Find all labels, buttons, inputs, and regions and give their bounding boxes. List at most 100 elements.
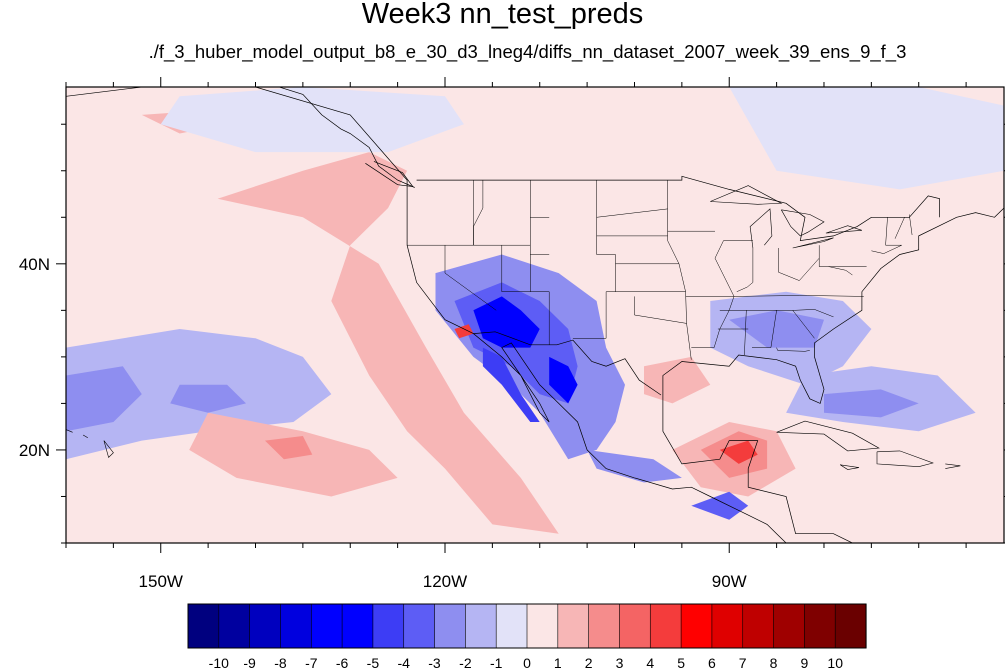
island-outline [839,464,860,470]
island-outline [66,429,73,433]
colorbar-label: 4 [646,655,654,671]
colorbar-swatch [218,603,251,649]
field-region-atlantic-blue-dark [824,389,919,418]
colorbar-swatch [804,603,836,649]
coastline-layer [66,87,1004,543]
colorbar-label: 10 [827,655,843,671]
state-border [775,309,834,318]
colorbar-swatch [526,603,559,649]
field-region-south-mexico-blue [587,449,682,483]
island-outline [945,463,961,469]
field-region-baja-blue [482,347,540,422]
field-layer [66,87,1004,534]
great-lake-outline [825,225,862,234]
island-outline [82,434,88,439]
state-border [473,180,484,246]
colorbar-swatch [773,603,805,649]
field-region-canada-east-blue [729,87,1004,190]
colorbar-label: -2 [459,655,472,671]
state-border [818,245,867,267]
state-border [596,208,668,218]
y-tick-label: 40N [19,255,50,274]
colorbar-swatch [711,603,744,649]
x-tick-label: 90W [712,572,747,591]
colorbar-label: 7 [739,655,747,671]
state-border [634,296,687,324]
colorbar-swatch [742,603,775,649]
field-region-california-red-spot [454,324,474,339]
island-outline [776,420,880,452]
colorbar-label: -8 [274,655,287,671]
plot-area [66,87,1004,543]
colorbar-label: 2 [585,655,593,671]
colorbar-swatch [834,603,867,649]
field-region-pacific-south-red-dark [265,436,313,460]
colorbar-swatch [495,603,528,649]
coastline-alaska-bc [189,87,415,188]
state-border [744,310,747,356]
colorbar-swatch [588,603,621,649]
coastline-north-america [66,87,1004,543]
colorbar-label: 1 [554,655,562,671]
field-region-texas-gulf-red [644,356,711,404]
colorbar-swatch [280,603,312,649]
page-subtitle: ./f_3_huber_model_output_b8_e_30_d3_lneg… [148,41,907,62]
field-region-canada-west-blue [160,87,464,153]
coastline-vancouver-island [365,161,414,188]
colorbar-label: -5 [367,655,380,671]
colorbar-label: 8 [770,655,778,671]
border-us-canada [416,175,940,242]
colorbar-swatch [249,603,282,649]
colorbar-swatch [187,603,220,649]
colorbar-label: -9 [243,655,256,671]
island-outline [103,440,114,458]
axis-ticks: 150W 120W 90W 40N 20N [19,77,1005,591]
state-border [501,245,550,345]
great-lake-outline [781,209,825,237]
colorbar-label: -4 [397,655,410,671]
colorbar-label: -7 [305,655,318,671]
state-border [778,271,800,281]
colorbar-label: 0 [523,655,531,671]
colorbar-label: -10 [209,655,229,671]
field-region-pacific-west-blue-dark [66,366,142,432]
field-region-pacific-mid-red [217,152,559,534]
field-region-hawaii-blue [170,384,246,413]
colorbar-label: 3 [616,655,624,671]
page-title: Week3 nn_test_preds [361,0,644,30]
y-tick-label: 20N [19,441,50,460]
colorbar-swatch [680,603,713,649]
colorbar-swatch [619,603,651,649]
great-lake-outline [792,237,834,249]
border-us-mexico [473,331,662,396]
colorbar-swatch [649,603,682,649]
state-border [776,347,810,352]
great-lake-outline [710,185,783,205]
colorbar-frame [187,603,867,649]
colorbar-swatch [403,603,436,649]
colorbar-swatch [434,603,466,649]
state-border [799,258,820,281]
field-region-central-america-blue [691,491,749,520]
field-region-southeast-us-blue-dark [729,310,824,348]
colorbar-label: 9 [801,655,809,671]
x-tick-label: 120W [423,572,467,591]
state-border [894,217,905,239]
colorbar: -10 -9 -8 -7 -6 -5 -4 -3 -2 -1 0 1 2 3 4 5 6 7 8 9 10 [187,603,867,671]
state-border [444,245,497,311]
state-border [667,180,692,360]
colorbar-swatch [557,603,590,649]
state-border [752,310,777,348]
state-border [736,248,754,292]
colorbar-label: 5 [677,655,685,671]
x-tick-label: 150W [139,572,183,591]
colorbar-label: -3 [428,655,441,671]
plot-frame [65,86,1005,544]
colorbar-swatch [465,603,497,649]
field-region-gulf-red-core [719,440,758,464]
island-outline [876,450,934,468]
colorbar-swatch [310,603,343,649]
state-border [733,295,864,297]
field-region-southwest-blue-core [473,296,540,348]
